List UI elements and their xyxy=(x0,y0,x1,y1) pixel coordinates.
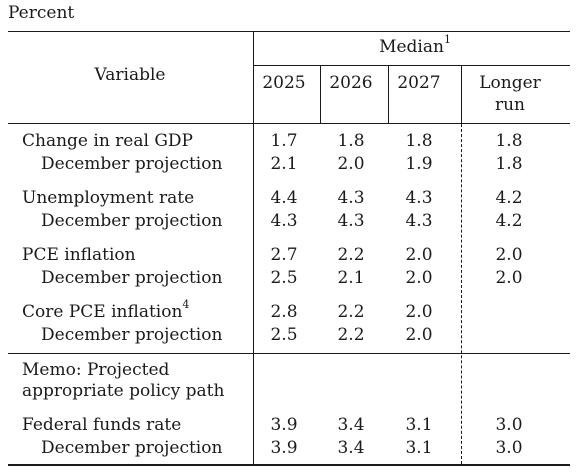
cell-pce-longer-run: 2.0 xyxy=(495,245,523,265)
memo-line-2: appropriate policy path xyxy=(22,381,225,401)
cell-gdp-dec-longer-run: 1.8 xyxy=(495,154,523,174)
cell-gdp-dec-2027: 1.9 xyxy=(405,154,433,174)
row-label-core-pce-december: December projection xyxy=(41,325,223,345)
cell-pce-2027: 2.0 xyxy=(405,245,433,265)
cell-core-2026: 2.2 xyxy=(337,302,365,322)
cell-gdp-2025: 1.7 xyxy=(270,131,298,151)
median-footnote-marker: 1 xyxy=(443,33,451,47)
cell-unemp-2025: 4.4 xyxy=(270,188,298,208)
year-header-2027: 2027 xyxy=(397,73,441,93)
top-rule xyxy=(8,31,570,32)
cell-unemp-2026: 4.3 xyxy=(337,188,365,208)
cell-pce-dec-2027: 2.0 xyxy=(405,268,433,288)
header-rule xyxy=(8,123,570,124)
cell-gdp-dec-2026: 2.0 xyxy=(337,154,365,174)
core-pce-footnote-marker: 4 xyxy=(182,298,190,312)
median-header-label: Median xyxy=(379,37,444,57)
longer-run-dashed-divider xyxy=(461,124,462,464)
cell-pce-dec-2026: 2.1 xyxy=(337,268,365,288)
cell-unemp-2027: 4.3 xyxy=(405,188,433,208)
year-header-2025: 2025 xyxy=(262,73,306,93)
cell-core-dec-2027: 2.0 xyxy=(405,325,433,345)
row-label-federal-funds: Federal funds rate xyxy=(22,415,182,435)
cell-ffr-2025: 3.9 xyxy=(270,415,298,435)
row-label-pce: PCE inflation xyxy=(22,245,136,265)
median-header: Median1 xyxy=(340,34,490,57)
cell-core-2025: 2.8 xyxy=(270,302,298,322)
row-label-core-pce: Core PCE inflation4 xyxy=(22,299,189,322)
longer-run-header-line2: run xyxy=(494,95,526,115)
year-header-2026: 2026 xyxy=(329,73,373,93)
cell-gdp-2027: 1.8 xyxy=(405,131,433,151)
memo-rule xyxy=(8,353,570,354)
bottom-rule xyxy=(8,464,570,466)
cell-gdp-dec-2025: 2.1 xyxy=(270,154,298,174)
cell-unemp-dec-2026: 4.3 xyxy=(337,211,365,231)
table-caption: Percent xyxy=(8,3,75,23)
longer-run-header-line1: Longer xyxy=(479,73,541,93)
cell-core-dec-2025: 2.5 xyxy=(270,325,298,345)
cell-gdp-2026: 1.8 xyxy=(337,131,365,151)
cell-unemp-dec-2027: 4.3 xyxy=(405,211,433,231)
cell-pce-dec-longer-run: 2.0 xyxy=(495,268,523,288)
cell-gdp-longer-run: 1.8 xyxy=(495,131,523,151)
year-divider-2 xyxy=(388,65,389,123)
cell-ffr-2026: 3.4 xyxy=(337,415,365,435)
row-label-gdp: Change in real GDP xyxy=(22,131,193,151)
cell-ffr-dec-2027: 3.1 xyxy=(405,438,433,458)
variable-header: Variable xyxy=(94,65,166,85)
row-label-unemployment-december: December projection xyxy=(41,211,223,231)
cell-unemp-dec-longer-run: 4.2 xyxy=(495,211,523,231)
year-divider-3 xyxy=(461,65,462,123)
core-pce-label: Core PCE inflation xyxy=(22,302,183,322)
cell-ffr-dec-2025: 3.9 xyxy=(270,438,298,458)
memo-line-1: Memo: Projected xyxy=(22,360,170,380)
row-label-gdp-december: December projection xyxy=(41,154,223,174)
cell-ffr-longer-run: 3.0 xyxy=(495,415,523,435)
cell-pce-2026: 2.2 xyxy=(337,245,365,265)
row-label-federal-funds-december: December projection xyxy=(41,438,223,458)
cell-unemp-dec-2025: 4.3 xyxy=(270,211,298,231)
cell-unemp-longer-run: 4.2 xyxy=(495,188,523,208)
row-label-pce-december: December projection xyxy=(41,268,223,288)
variable-column-divider xyxy=(253,31,254,465)
cell-core-dec-2026: 2.2 xyxy=(337,325,365,345)
row-label-unemployment: Unemployment rate xyxy=(22,188,195,208)
cell-core-2027: 2.0 xyxy=(405,302,433,322)
cell-ffr-2027: 3.1 xyxy=(405,415,433,435)
cell-pce-dec-2025: 2.5 xyxy=(270,268,298,288)
median-rule xyxy=(253,65,570,66)
cell-ffr-dec-longer-run: 3.0 xyxy=(495,438,523,458)
year-divider-1 xyxy=(320,65,321,123)
cell-ffr-dec-2026: 3.4 xyxy=(337,438,365,458)
cell-pce-2025: 2.7 xyxy=(270,245,298,265)
